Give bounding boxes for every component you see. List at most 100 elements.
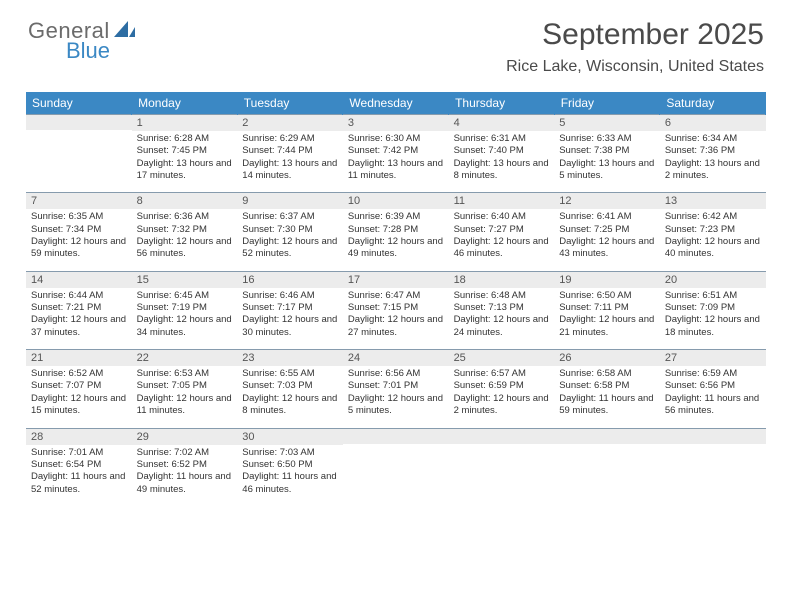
daylight-text: Daylight: 12 hours and 30 minutes. [242,314,338,339]
sunset-text: Sunset: 6:52 PM [137,459,233,471]
sunset-text: Sunset: 7:11 PM [559,302,655,314]
weekday-header: Saturday [660,92,766,115]
day-content: Sunrise: 6:44 AMSunset: 7:21 PMDaylight:… [26,288,132,349]
sunrise-text: Sunrise: 6:48 AM [454,290,550,302]
weekday-header: Friday [554,92,660,115]
daylight-text: Daylight: 12 hours and 8 minutes. [242,393,338,418]
day-content: Sunrise: 6:41 AMSunset: 7:25 PMDaylight:… [554,209,660,270]
sunset-text: Sunset: 7:01 PM [348,380,444,392]
sunrise-text: Sunrise: 6:40 AM [454,211,550,223]
sunset-text: Sunset: 7:25 PM [559,224,655,236]
daylight-text: Daylight: 12 hours and 34 minutes. [137,314,233,339]
daylight-text: Daylight: 13 hours and 11 minutes. [348,158,444,183]
sunset-text: Sunset: 7:40 PM [454,145,550,157]
sunset-text: Sunset: 7:27 PM [454,224,550,236]
sunset-text: Sunset: 7:21 PM [31,302,127,314]
calendar-cell: 23Sunrise: 6:55 AMSunset: 7:03 PMDayligh… [237,350,343,428]
day-content: Sunrise: 6:31 AMSunset: 7:40 PMDaylight:… [449,131,555,192]
sunrise-text: Sunrise: 7:03 AM [242,447,338,459]
sunset-text: Sunset: 6:54 PM [31,459,127,471]
day-number: 11 [449,193,555,209]
day-content: Sunrise: 6:52 AMSunset: 7:07 PMDaylight:… [26,366,132,427]
day-number: 28 [26,429,132,445]
daylight-text: Daylight: 13 hours and 8 minutes. [454,158,550,183]
day-content-empty [660,444,766,498]
sunset-text: Sunset: 7:09 PM [665,302,761,314]
sunrise-text: Sunrise: 6:52 AM [31,368,127,380]
day-number: 2 [237,115,343,131]
daylight-text: Daylight: 12 hours and 46 minutes. [454,236,550,261]
daylight-text: Daylight: 12 hours and 43 minutes. [559,236,655,261]
daylight-text: Daylight: 12 hours and 5 minutes. [348,393,444,418]
day-content: Sunrise: 6:30 AMSunset: 7:42 PMDaylight:… [343,131,449,192]
day-number: 25 [449,350,555,366]
sunset-text: Sunset: 7:28 PM [348,224,444,236]
sunrise-text: Sunrise: 6:50 AM [559,290,655,302]
calendar-cell: 3Sunrise: 6:30 AMSunset: 7:42 PMDaylight… [343,115,449,193]
sunrise-text: Sunrise: 6:46 AM [242,290,338,302]
header: General Blue September 2025 Rice Lake, W… [0,0,792,84]
calendar-table: SundayMondayTuesdayWednesdayThursdayFrid… [26,92,766,506]
calendar-cell: 5Sunrise: 6:33 AMSunset: 7:38 PMDaylight… [554,115,660,193]
day-content: Sunrise: 6:40 AMSunset: 7:27 PMDaylight:… [449,209,555,270]
day-number: 1 [132,115,238,131]
calendar-cell: 6Sunrise: 6:34 AMSunset: 7:36 PMDaylight… [660,115,766,193]
sunrise-text: Sunrise: 6:58 AM [559,368,655,380]
sunset-text: Sunset: 7:45 PM [137,145,233,157]
daylight-text: Daylight: 12 hours and 56 minutes. [137,236,233,261]
calendar-week: 28 Sunrise: 7:01 AMSunset: 6:54 PM Dayligh… [26,428,766,506]
sunset-text: Sunset: 7:30 PM [242,224,338,236]
day-number: 9 [237,193,343,209]
daylight-text: Daylight: 12 hours and 15 minutes. [31,393,127,418]
day-number-empty [449,429,555,444]
day-number: 13 [660,193,766,209]
day-number: 27 [660,350,766,366]
day-content-empty [449,444,555,498]
calendar-cell: 25Sunrise: 6:57 AMSunset: 6:59 PMDayligh… [449,350,555,428]
sunset-text: Sunset: 7:36 PM [665,145,761,157]
day-number-empty [660,429,766,444]
sunset-text: Sunset: 6:50 PM [242,459,338,471]
daylight-text: Daylight: 12 hours and 27 minutes. [348,314,444,339]
calendar-cell: 19Sunrise: 6:50 AMSunset: 7:11 PMDayligh… [554,271,660,349]
sunrise-text: Sunrise: 6:41 AM [559,211,655,223]
sunset-text: Sunset: 6:59 PM [454,380,550,392]
calendar-cell [26,115,132,193]
day-content-empty [343,444,449,498]
day-number: 30 [237,429,343,445]
sunrise-text: Sunrise: 7:01 AM [31,447,127,459]
calendar-cell: 10Sunrise: 6:39 AMSunset: 7:28 PMDayligh… [343,193,449,271]
sunset-text: Sunset: 7:03 PM [242,380,338,392]
day-content: Sunrise: 6:29 AMSunset: 7:44 PMDaylight:… [237,131,343,192]
daylight-text: Daylight: 13 hours and 14 minutes. [242,158,338,183]
day-number-empty [343,429,449,444]
calendar-cell [660,428,766,506]
day-content: Sunrise: 6:57 AMSunset: 6:59 PMDaylight:… [449,366,555,427]
day-number: 20 [660,272,766,288]
daylight-text: Daylight: 12 hours and 37 minutes. [31,314,127,339]
day-content: Sunrise: 6:50 AMSunset: 7:11 PMDaylight:… [554,288,660,349]
sunset-text: Sunset: 7:42 PM [348,145,444,157]
sunrise-text: Sunrise: 6:57 AM [454,368,550,380]
sunset-text: Sunset: 7:44 PM [242,145,338,157]
day-content: Sunrise: 6:58 AMSunset: 6:58 PMDaylight:… [554,366,660,427]
calendar-cell: 1Sunrise: 6:28 AMSunset: 7:45 PMDaylight… [132,115,238,193]
calendar-cell: 7Sunrise: 6:35 AMSunset: 7:34 PMDaylight… [26,193,132,271]
day-number: 14 [26,272,132,288]
sunrise-text: Sunrise: 6:55 AM [242,368,338,380]
calendar-cell: 11Sunrise: 6:40 AMSunset: 7:27 PMDayligh… [449,193,555,271]
calendar-cell: 17Sunrise: 6:47 AMSunset: 7:15 PMDayligh… [343,271,449,349]
day-number: 8 [132,193,238,209]
daylight-text: Daylight: 12 hours and 59 minutes. [31,236,127,261]
sunrise-text: Sunrise: 6:45 AM [137,290,233,302]
sunrise-text: Sunrise: 6:36 AM [137,211,233,223]
day-number: 12 [554,193,660,209]
calendar-cell: 9Sunrise: 6:37 AMSunset: 7:30 PMDaylight… [237,193,343,271]
weekday-header: Wednesday [343,92,449,115]
daylight-text: Daylight: 11 hours and 59 minutes. [559,393,655,418]
calendar-cell: 26Sunrise: 6:58 AMSunset: 6:58 PMDayligh… [554,350,660,428]
weekday-header: Sunday [26,92,132,115]
sunrise-text: Sunrise: 6:59 AM [665,368,761,380]
daylight-text: Daylight: 11 hours and 46 minutes. [242,471,338,496]
sunrise-text: Sunrise: 6:30 AM [348,133,444,145]
